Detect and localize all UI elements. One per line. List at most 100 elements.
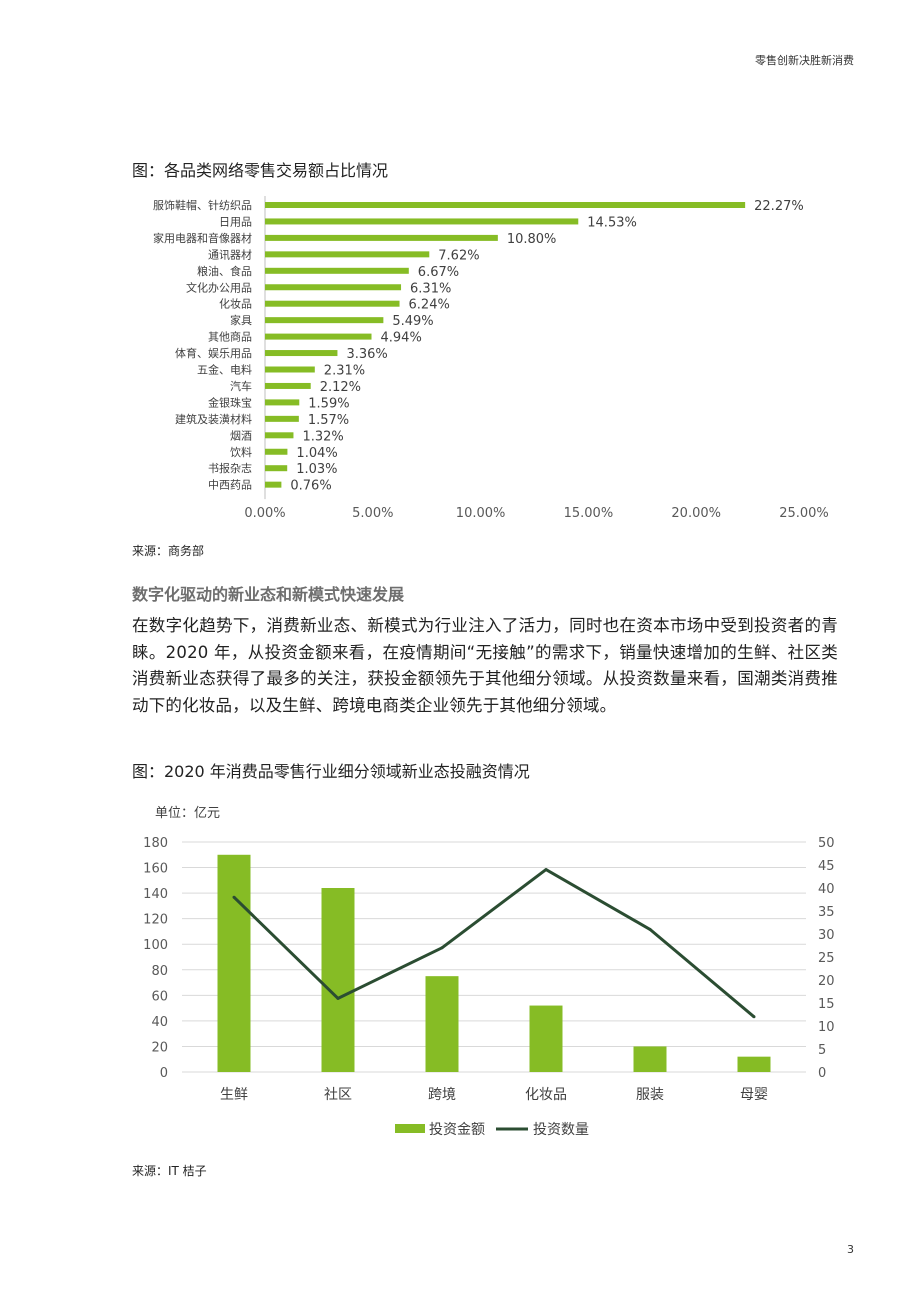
category-label: 建筑及装潢材料: [175, 412, 252, 426]
line-point: [648, 927, 652, 931]
page-number: 3: [847, 1243, 854, 1256]
y-left-tick: 120: [143, 913, 168, 928]
bar: [265, 218, 579, 225]
data-label: 5.49%: [392, 314, 433, 329]
figure2-source: 来源：IT 桔子: [132, 1164, 207, 1178]
line-point: [544, 868, 548, 872]
bar: [265, 317, 384, 324]
category-label: 书报杂志: [208, 461, 252, 475]
bar: [265, 202, 746, 208]
y-left-tick: 40: [151, 1015, 168, 1030]
line-point: [232, 895, 236, 899]
category-label: 汽车: [230, 379, 252, 393]
legend-label: 投资金额: [429, 1122, 485, 1138]
y-right-tick: 30: [818, 928, 835, 943]
y-right-tick: 40: [818, 882, 835, 897]
bar: [217, 854, 251, 1072]
bar: [265, 350, 338, 357]
bar: [265, 399, 300, 406]
y-left-tick: 160: [143, 862, 168, 877]
data-label: 3.36%: [346, 347, 387, 362]
y-right-tick: 15: [818, 997, 835, 1012]
data-label: 10.80%: [507, 232, 557, 247]
y-left-tick: 0: [160, 1066, 168, 1081]
data-label: 2.31%: [324, 364, 365, 379]
x-tick-label: 跨境: [428, 1087, 456, 1103]
body-paragraph: 在数字化趋势下，消费新业态、新模式为行业注入了活力，同时也在资本市场中受到投资者…: [132, 616, 838, 715]
line-point: [440, 946, 444, 950]
category-label: 家具: [230, 313, 252, 327]
data-label: 22.27%: [754, 199, 804, 214]
y-left-tick: 20: [151, 1040, 168, 1055]
bar: [265, 481, 282, 488]
y-left-tick: 100: [143, 938, 168, 953]
data-label: 1.04%: [296, 446, 337, 461]
x-tick-label: 社区: [324, 1087, 352, 1103]
category-label: 体育、娱乐用品: [175, 346, 252, 360]
category-share-bar-chart: 服饰鞋帽、针纺织品 22.27% 日用品 14.53% 家用电器和音像器材 10.80% 通…: [153, 196, 829, 521]
x-tick-label: 生鲜: [220, 1087, 248, 1103]
y-right-tick: 20: [818, 974, 835, 989]
category-label: 粮油、食品: [197, 264, 252, 278]
x-tick-label: 20.00%: [671, 506, 721, 521]
category-label: 其他商品: [208, 330, 252, 344]
bar: [265, 432, 294, 439]
data-label: 6.24%: [409, 298, 450, 313]
category-label: 五金、电料: [197, 363, 252, 377]
x-tick-label: 5.00%: [352, 506, 393, 521]
data-label: 1.57%: [308, 413, 349, 428]
legend-label: 投资数量: [533, 1122, 589, 1138]
bar: [265, 267, 409, 274]
y-left-tick: 60: [151, 989, 168, 1004]
bar: [265, 284, 402, 291]
bar: [633, 1046, 667, 1072]
data-label: 2.12%: [320, 380, 361, 395]
bar: [425, 976, 459, 1072]
data-label: 4.94%: [381, 331, 422, 346]
data-label: 1.59%: [308, 396, 349, 411]
category-label: 日用品: [219, 215, 252, 228]
x-tick-label: 服装: [636, 1087, 664, 1103]
y-right-tick: 0: [818, 1066, 826, 1081]
y-left-tick: 80: [151, 964, 168, 979]
line-series: [232, 868, 755, 1018]
data-label: 14.53%: [587, 215, 637, 230]
bar: [265, 300, 400, 307]
data-label: 1.32%: [302, 429, 343, 444]
y-right-tick: 25: [818, 951, 835, 966]
bar: [265, 382, 311, 389]
data-label: 1.03%: [296, 462, 337, 477]
y-right-tick: 50: [818, 836, 835, 851]
figure1-source: 来源：商务部: [132, 544, 205, 558]
category-label: 家用电器和音像器材: [153, 231, 252, 245]
line-point: [752, 1015, 756, 1019]
category-label: 通讯器材: [208, 247, 252, 261]
header-title: 零售创新决胜新消费: [755, 54, 854, 67]
category-label: 服饰鞋帽、针纺织品: [153, 198, 252, 212]
y-left-tick: 180: [143, 836, 168, 851]
category-label: 化妆品: [219, 297, 252, 311]
bar: [737, 1056, 771, 1072]
figure2-title: 图：2020 年消费品零售行业细分领域新业态投融资情况: [132, 762, 530, 781]
x-tick-label: 15.00%: [564, 506, 614, 521]
y-left-tick: 140: [143, 887, 168, 902]
investment-combo-chart: 单位：亿元 0 20 40 60 80 100 120 140 160 180 0 5 10 15 20 25 3…: [143, 806, 835, 1138]
bar: [529, 1005, 563, 1072]
data-label: 6.67%: [418, 265, 459, 280]
unit-label: 单位：亿元: [155, 806, 220, 821]
x-tick-label: 化妆品: [525, 1087, 567, 1103]
bar: [265, 448, 288, 455]
category-label: 中西药品: [208, 479, 252, 492]
bar: [265, 465, 288, 472]
x-tick-label: 0.00%: [244, 506, 285, 521]
category-label: 金银珠宝: [208, 395, 252, 409]
x-tick-label: 25.00%: [779, 506, 829, 521]
category-label: 饮料: [230, 445, 252, 459]
x-tick-label: 母婴: [740, 1087, 768, 1103]
data-label: 6.31%: [410, 281, 451, 296]
y-right-tick: 10: [818, 1020, 835, 1035]
bar: [321, 888, 355, 1072]
legend-swatch-bar: [395, 1124, 425, 1133]
bar: [265, 251, 430, 258]
data-label: 0.76%: [290, 479, 331, 494]
